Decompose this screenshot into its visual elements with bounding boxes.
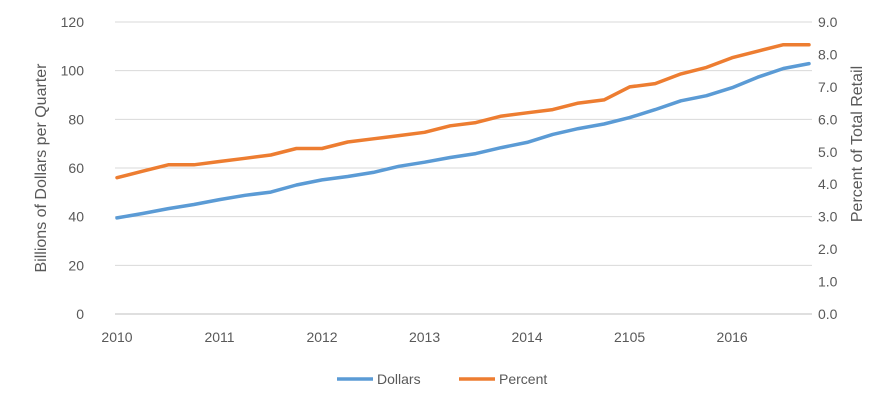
- right-tick-label: 3.0: [818, 209, 838, 225]
- legend-label-dollars: Dollars: [377, 371, 421, 387]
- right-tick-label: 4.0: [818, 176, 838, 192]
- right-tick-label: 9.0: [818, 14, 838, 30]
- left-tick-label: 60: [68, 160, 84, 176]
- x-tick-label: 2010: [101, 329, 132, 345]
- legend-label-percent: Percent: [499, 371, 547, 387]
- right-tick-label: 8.0: [818, 46, 838, 62]
- gridlines: [115, 21, 812, 266]
- right-axis-ticks: 0.0 1.0 2.0 3.0 4.0 5.0 6.0 7.0 8.0 9.0: [818, 14, 838, 322]
- x-tick-label: 2016: [717, 329, 748, 345]
- legend: Dollars Percent: [337, 371, 547, 387]
- series-line-dollars: [115, 61, 811, 220]
- right-tick-label: 0.0: [818, 306, 838, 322]
- x-tick-label: 2105: [614, 329, 645, 345]
- left-tick-label: 20: [68, 257, 84, 273]
- left-tick-label: 40: [68, 209, 84, 225]
- left-tick-label: 0: [76, 306, 84, 322]
- x-tick-label: 2011: [204, 329, 234, 345]
- series-line-percent: [115, 42, 811, 180]
- right-tick-label: 6.0: [818, 111, 838, 127]
- left-tick-label: 80: [68, 111, 84, 127]
- left-tick-label: 100: [61, 63, 85, 79]
- right-tick-label: 2.0: [818, 241, 838, 257]
- left-axis-ticks: 0 20 40 60 80 100 120: [61, 14, 85, 322]
- right-tick-label: 7.0: [818, 79, 838, 95]
- x-tick-label: 2013: [409, 329, 440, 345]
- right-tick-label: 5.0: [818, 144, 838, 160]
- series-lines: [115, 42, 811, 220]
- x-tick-label: 2012: [306, 329, 337, 345]
- right-tick-label: 1.0: [818, 274, 838, 290]
- x-tick-label: 2014: [511, 329, 542, 345]
- left-tick-label: 120: [61, 14, 85, 30]
- right-axis-title: Percent of Total Retail: [849, 66, 866, 222]
- x-axis-ticks: 2010 2011 2012 2013 2014 2105 2016: [101, 329, 747, 345]
- left-axis-title: Billions of Dollars per Quarter: [33, 63, 50, 273]
